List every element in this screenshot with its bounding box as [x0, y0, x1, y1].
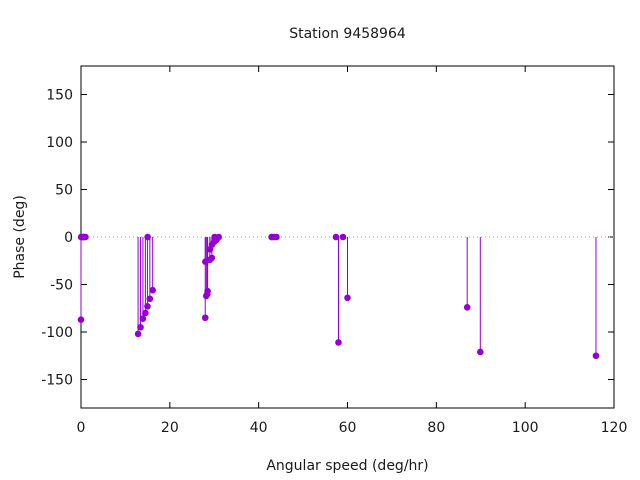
data-point [142, 309, 149, 317]
data-point [463, 304, 471, 311]
data-point [146, 295, 154, 303]
data-point [215, 233, 222, 241]
chart-title: Station 9458964 [289, 26, 406, 42]
data-point [77, 316, 85, 323]
x-tick-label: 40 [250, 420, 268, 436]
data-point [477, 348, 484, 356]
y-tick-label: 50 [55, 183, 73, 199]
x-tick-label: 100 [512, 420, 539, 436]
data-point [344, 294, 351, 302]
data-point [144, 303, 151, 310]
data-point [82, 233, 89, 241]
x-tick-label: 0 [77, 420, 86, 436]
data-point [144, 233, 151, 241]
y-tick-label: -150 [41, 373, 73, 389]
x-tick-label: 80 [427, 420, 445, 436]
data-point [273, 233, 280, 241]
data-marks [77, 233, 600, 360]
x-tick-label: 20 [161, 420, 179, 436]
x-tick-label: 120 [601, 420, 628, 436]
data-point [332, 233, 340, 241]
y-axis-label: Phase (deg) [12, 195, 28, 279]
data-point [201, 314, 209, 322]
data-point [339, 233, 347, 241]
data-point [137, 323, 144, 331]
data-point [149, 286, 156, 294]
data-point [134, 330, 142, 338]
y-tick-label: -100 [41, 325, 73, 341]
data-point [139, 315, 147, 323]
tick-labels: 0 20 40 60 80 100 120 -150 -100 -50 0 50 100 150 [41, 88, 627, 437]
y-tick-label: 150 [46, 88, 73, 104]
y-tick-label: 0 [64, 230, 73, 246]
data-point [335, 339, 342, 346]
x-axis-label: Angular speed (deg/hr) [266, 458, 428, 474]
data-point [592, 352, 600, 360]
y-tick-label: 100 [46, 135, 73, 151]
data-point [208, 254, 216, 262]
x-tick-label: 60 [339, 420, 357, 436]
data-point [204, 287, 211, 295]
y-tick-label: -50 [50, 278, 73, 294]
